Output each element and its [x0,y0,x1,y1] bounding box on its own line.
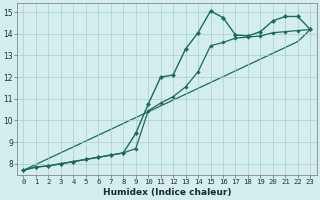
X-axis label: Humidex (Indice chaleur): Humidex (Indice chaleur) [103,188,231,197]
